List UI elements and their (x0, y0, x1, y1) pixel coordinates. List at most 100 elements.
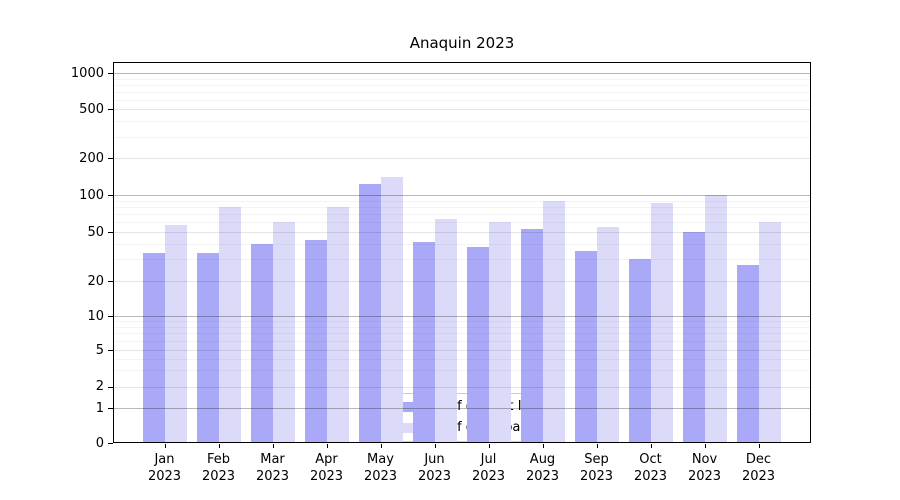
minor-gridline (113, 222, 811, 224)
x-tick-mark (380, 444, 382, 448)
y-tick-label: 5 (95, 342, 104, 358)
bar-distinct-ips-jul (466, 246, 489, 443)
minor-gridline (113, 91, 811, 93)
y-tick-mark (108, 316, 113, 317)
x-tick-mark (704, 444, 706, 448)
minor-gridline (113, 136, 811, 138)
bar-downloads-jun (434, 219, 457, 443)
bar-downloads-sep (596, 227, 619, 443)
x-tick-mark (542, 444, 544, 448)
x-tick-label: Jul 2023 (471, 452, 506, 484)
minor-gridline (113, 78, 811, 80)
major-gridline (113, 158, 811, 160)
y-tick-label: 1 (95, 400, 104, 416)
minor-gridline (113, 214, 811, 216)
y-tick-mark (108, 109, 113, 111)
decade-gridline (113, 73, 811, 75)
major-gridline (113, 232, 811, 234)
x-tick-label: Jan 2023 (147, 452, 182, 484)
bar-distinct-ips-dec (736, 265, 759, 443)
bar-downloads-oct (650, 203, 673, 443)
y-tick-label: 20 (87, 273, 104, 289)
x-tick-label: Feb 2023 (201, 452, 236, 484)
x-tick-label: Nov 2023 (687, 452, 722, 484)
decade-gridline (113, 195, 811, 196)
x-tick-mark (272, 444, 274, 448)
x-tick-label: Oct 2023 (633, 452, 668, 484)
bar-distinct-ips-sep (574, 251, 597, 443)
minor-gridline (113, 200, 811, 202)
bar-distinct-ips-apr (304, 240, 327, 443)
bar-downloads-aug (542, 200, 565, 443)
y-tick-label: 100 (79, 187, 104, 203)
x-tick-label: Apr 2023 (309, 452, 344, 484)
minor-gridline (113, 341, 811, 343)
major-gridline (113, 386, 811, 388)
x-tick-label: Aug 2023 (525, 452, 560, 484)
y-tick-mark (108, 158, 113, 160)
bar-downloads-jan (164, 225, 187, 443)
decade-gridline (113, 408, 811, 410)
bar-downloads-nov (704, 195, 727, 443)
major-gridline (113, 109, 811, 111)
x-tick-label: Sep 2023 (579, 452, 614, 484)
bar-distinct-ips-aug (520, 229, 543, 443)
x-tick-mark (218, 444, 220, 448)
y-tick-mark (108, 281, 113, 282)
minor-gridline (113, 121, 811, 123)
chart-title: Anaquin 2023 (409, 34, 515, 52)
bar-distinct-ips-mar (250, 244, 273, 443)
major-gridline (113, 350, 811, 351)
axes-frame (113, 62, 811, 443)
y-tick-mark (108, 195, 113, 196)
minor-gridline (113, 326, 811, 328)
bar-downloads-may (380, 177, 403, 443)
decade-gridline (113, 316, 811, 317)
y-tick-mark (108, 443, 113, 444)
minor-gridline (113, 370, 811, 372)
bar-downloads-jul (488, 222, 511, 443)
minor-gridline (113, 259, 811, 261)
y-tick-label: 0 (95, 435, 104, 451)
bar-downloads-dec (758, 221, 781, 443)
y-tick-label: 1000 (70, 65, 104, 81)
minor-gridline (113, 99, 811, 101)
x-tick-label: Dec 2023 (741, 452, 776, 484)
x-tick-label: May 2023 (363, 452, 398, 484)
bar-downloads-mar (272, 221, 295, 443)
minor-gridline (113, 244, 811, 246)
y-tick-label: 50 (87, 224, 104, 240)
y-tick-label: 2 (95, 379, 104, 395)
y-tick-mark (108, 386, 113, 388)
bar-distinct-ips-oct (628, 259, 651, 443)
major-gridline (113, 281, 811, 282)
bar-distinct-ips-nov (682, 232, 705, 443)
bar-downloads-feb (218, 207, 241, 443)
y-tick-mark (108, 350, 113, 351)
x-tick-label: Jun 2023 (417, 452, 452, 484)
minor-gridline (113, 358, 811, 360)
bar-distinct-ips-jan (142, 252, 165, 443)
x-tick-label: Mar 2023 (255, 452, 290, 484)
x-tick-mark (596, 444, 598, 448)
y-tick-mark (108, 232, 113, 234)
bar-distinct-ips-feb (196, 252, 219, 443)
x-tick-mark (434, 444, 436, 448)
x-tick-mark (758, 444, 760, 448)
minor-gridline (113, 84, 811, 86)
x-tick-mark (164, 444, 166, 448)
x-tick-mark (326, 444, 328, 448)
bar-distinct-ips-may (358, 184, 381, 443)
minor-gridline (113, 333, 811, 335)
y-tick-label: 10 (87, 308, 104, 324)
y-tick-mark (108, 408, 113, 410)
bar-downloads-apr (326, 207, 349, 443)
y-tick-label: 500 (79, 101, 104, 117)
bar-distinct-ips-jun (412, 241, 435, 443)
x-tick-mark (650, 444, 652, 448)
x-tick-mark (488, 444, 490, 448)
minor-gridline (113, 321, 811, 323)
minor-gridline (113, 207, 811, 208)
y-tick-mark (108, 73, 113, 75)
